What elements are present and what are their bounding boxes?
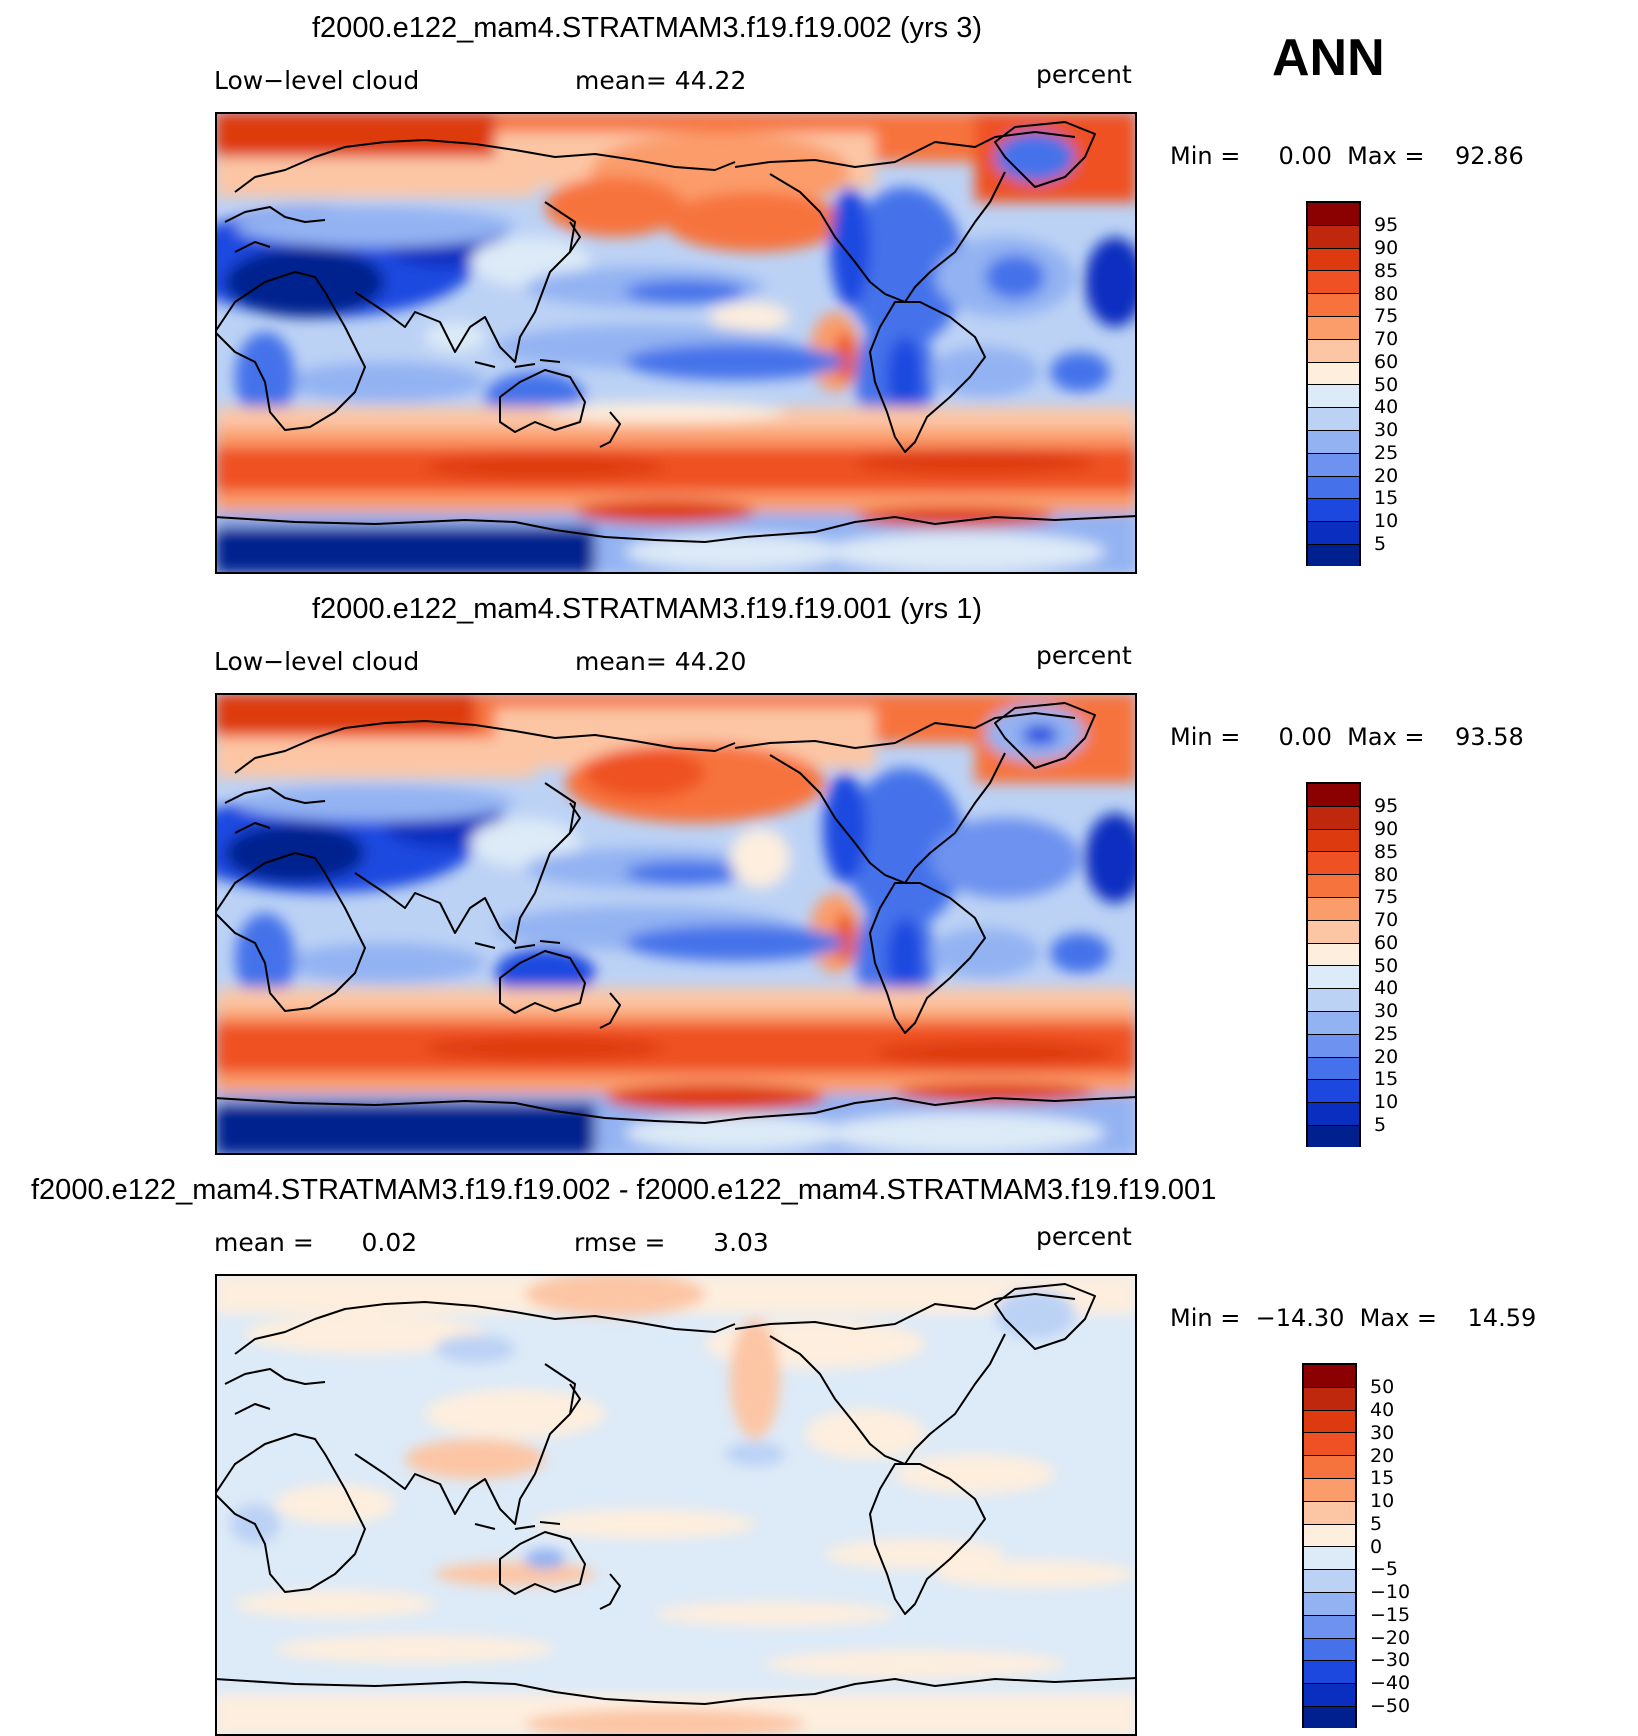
tick: 95 [1374, 214, 1399, 236]
panel-3-mean-label: mean = 0.02 [214, 1228, 418, 1257]
panel-1-map [215, 112, 1137, 574]
tick: 5 [1374, 1114, 1387, 1136]
tick: 75 [1374, 305, 1399, 327]
tick: 30 [1370, 1422, 1395, 1444]
panel-3-rmse-label: rmse = 3.03 [574, 1228, 769, 1257]
tick: 75 [1374, 886, 1399, 908]
tick: 5 [1370, 1513, 1383, 1535]
tick: 20 [1374, 1046, 1399, 1068]
tick: 30 [1374, 1000, 1399, 1022]
tick: 40 [1370, 1399, 1395, 1421]
panel-1-mean-label: mean= 44.22 [575, 66, 747, 95]
tick: 10 [1374, 510, 1399, 532]
tick: 15 [1374, 487, 1399, 509]
panel-2-units-label: percent [1036, 641, 1132, 670]
panel-1-minmax: Min = 0.00 Max = 92.86 [1170, 142, 1524, 170]
tick: 80 [1374, 283, 1399, 305]
tick: 70 [1374, 909, 1399, 931]
tick: 0 [1370, 1536, 1383, 1558]
panel-1-colorbar [1306, 201, 1361, 566]
tick: 20 [1374, 465, 1399, 487]
tick: 60 [1374, 932, 1399, 954]
tick: 25 [1374, 1023, 1399, 1045]
panel-3-units-label: percent [1036, 1222, 1132, 1251]
panel-2-minmax: Min = 0.00 Max = 93.58 [1170, 723, 1524, 751]
tick: 85 [1374, 841, 1399, 863]
tick: −30 [1370, 1649, 1411, 1671]
tick: 90 [1374, 237, 1399, 259]
panel-1-variable-label: Low−level cloud [214, 66, 420, 95]
tick: 60 [1374, 351, 1399, 373]
panel-3-title: f2000.e122_mam4.STRATMAM3.f19.f19.002 - … [31, 1174, 1217, 1206]
tick: 50 [1374, 374, 1399, 396]
tick: 10 [1370, 1490, 1395, 1512]
panel-3-minmax: Min = −14.30 Max = 14.59 [1170, 1304, 1537, 1332]
panel-2-mean-label: mean= 44.20 [575, 647, 747, 676]
tick: 20 [1370, 1445, 1395, 1467]
season-label: ANN [1272, 29, 1385, 87]
tick: −50 [1370, 1695, 1411, 1717]
tick: −40 [1370, 1672, 1411, 1694]
panel-2-colorbar [1306, 782, 1361, 1147]
panel-1-title: f2000.e122_mam4.STRATMAM3.f19.f19.002 (y… [312, 12, 982, 44]
tick: 40 [1374, 977, 1399, 999]
panel-2-variable-label: Low−level cloud [214, 647, 420, 676]
tick: −20 [1370, 1627, 1411, 1649]
tick: 15 [1374, 1068, 1399, 1090]
tick: 30 [1374, 419, 1399, 441]
panel-2-title: f2000.e122_mam4.STRATMAM3.f19.f19.001 (y… [312, 593, 982, 625]
tick: 90 [1374, 818, 1399, 840]
tick: 50 [1370, 1376, 1395, 1398]
tick: 50 [1374, 955, 1399, 977]
tick: 80 [1374, 864, 1399, 886]
tick: −15 [1370, 1604, 1411, 1626]
tick: 85 [1374, 260, 1399, 282]
panel-2-map [215, 693, 1137, 1155]
tick: 5 [1374, 533, 1387, 555]
tick: −10 [1370, 1581, 1411, 1603]
tick: 25 [1374, 442, 1399, 464]
tick: −5 [1370, 1558, 1399, 1580]
panel-1-units-label: percent [1036, 60, 1132, 89]
tick: 40 [1374, 396, 1399, 418]
panel-3-map [215, 1274, 1137, 1736]
tick: 10 [1374, 1091, 1399, 1113]
panel-3-colorbar [1302, 1363, 1357, 1728]
tick: 15 [1370, 1467, 1395, 1489]
tick: 95 [1374, 795, 1399, 817]
tick: 70 [1374, 328, 1399, 350]
